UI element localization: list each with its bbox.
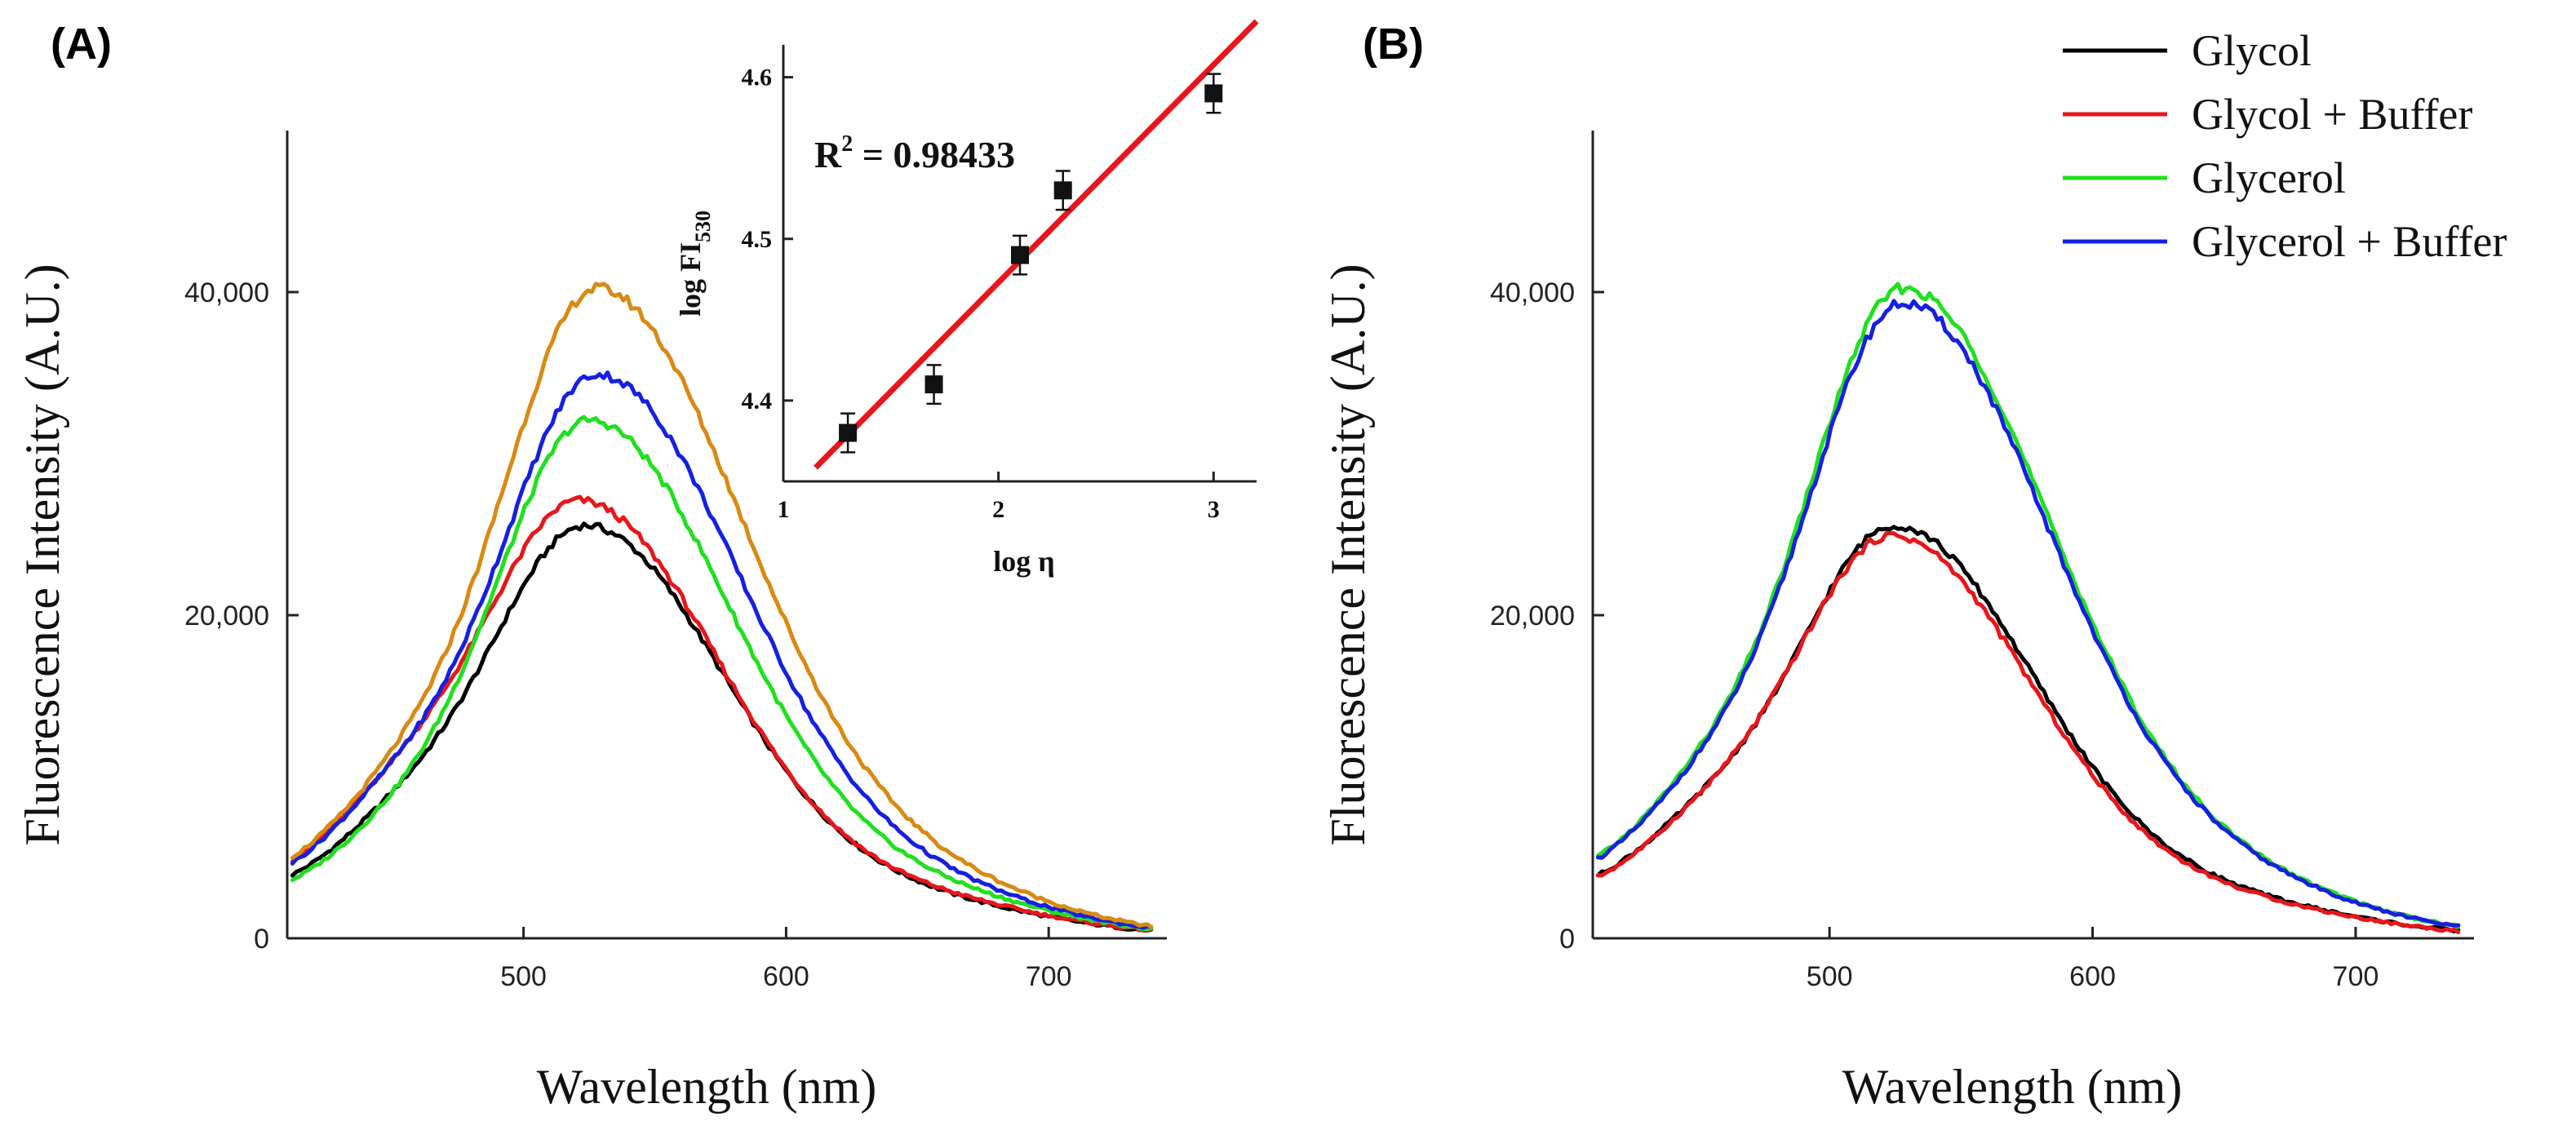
x-tick-label-700: 700 [2333,961,2379,992]
panel-b-x-title: Wavelength (nm) [1842,1060,2183,1114]
panel-b-y-ticks: 0 20,000 40,000 [1490,277,1604,955]
legend-label-glycol-buffer: Glycol + Buffer [2192,90,2472,139]
legend-label-glycerol-buffer: Glycerol + Buffer [2192,217,2507,266]
inset-point-1 [924,375,943,394]
inset-y-tick-label-4.5: 4.5 [742,226,773,253]
inset-fit-line [814,19,1259,470]
r-squared-prefix: R [814,134,842,175]
inset-point-3 [1053,181,1072,200]
series-line-glycerol-buffer [1595,299,2461,928]
series-line-glycol [290,521,1154,933]
inset-point-0 [839,423,858,442]
inset-y-tick-label-4.6: 4.6 [742,64,773,91]
inset-x-ticks: 1 2 3 [778,472,1220,523]
panel-b-x-ticks: 500 600 700 [1807,927,2379,992]
series-line-glycerol [290,414,1154,932]
x-tick-label-500: 500 [500,961,547,992]
x-tick-label-600: 600 [2069,961,2116,992]
y-tick-label-40000: 40,000 [184,277,269,308]
y-tick-label-20000: 20,000 [184,601,269,632]
inset-point-4 [1204,84,1223,103]
panel-a-y-title: Fluorescence Intensity (A.U.) [16,264,69,845]
panel-b-series [1595,281,2461,934]
x-tick-label-600: 600 [763,961,809,992]
inset-y-ticks: 4.4 4.5 4.6 [742,64,793,414]
inset-y-title-main: log FI [674,242,707,317]
legend-label-glycerol: Glycerol [2192,153,2346,202]
inset-x-title: log η [993,545,1054,578]
series-line-glycol-buffer [290,494,1154,933]
inset-y-title: log FI530 [674,211,715,317]
panel-a-label: (A) [51,20,112,69]
legend: Glycol Glycol + Buffer Glycerol Glycerol… [2063,26,2507,266]
x-tick-label-500: 500 [1807,961,1853,992]
r-squared-annotation: R2 = 0.98433 [814,131,1015,175]
y-tick-label-0: 0 [254,924,269,955]
panel-a-x-title: Wavelength (nm) [537,1060,877,1114]
inset-x-tick-label-1: 1 [778,496,790,523]
inset-point-2 [1011,246,1029,264]
panel-b-y-title: Fluorescence Intensity (A.U.) [1321,264,1375,845]
panel-b: (B) 500 600 700 0 20,000 40,000 Wavelength (… [1321,20,2507,1114]
series-line-glycol [1595,525,2461,934]
panel-b-label: (B) [1363,20,1424,69]
panel-a-y-ticks: 0 20,000 40,000 [184,277,299,955]
x-tick-label-700: 700 [1026,961,1072,992]
panel-a: (A) 500 600 700 0 20,000 40,000 Wavelength (… [16,19,1259,1114]
y-tick-label-0: 0 [1559,924,1575,955]
y-tick-label-40000: 40,000 [1490,277,1575,308]
inset-y-title-sub: 530 [691,211,715,242]
r-squared-sup: 2 [841,131,853,157]
series-line-glycol-buffer [1595,530,2461,934]
y-tick-label-20000: 20,000 [1490,601,1575,632]
inset-x-tick-label-2: 2 [992,496,1004,523]
inset-x-tick-label-3: 3 [1208,496,1220,523]
inset-y-tick-label-4.4: 4.4 [742,388,773,414]
series-line-orange [290,281,1154,929]
series-line-glycerol-buffer [290,370,1154,930]
series-line-glycerol [1595,281,2461,929]
panel-a-series [290,281,1154,933]
inset-fit [814,19,1259,470]
r-squared-value: = 0.98433 [853,134,1015,175]
inset-points [839,73,1223,454]
legend-label-glycol: Glycol [2192,26,2312,75]
panel-a-x-ticks: 500 600 700 [500,927,1072,992]
